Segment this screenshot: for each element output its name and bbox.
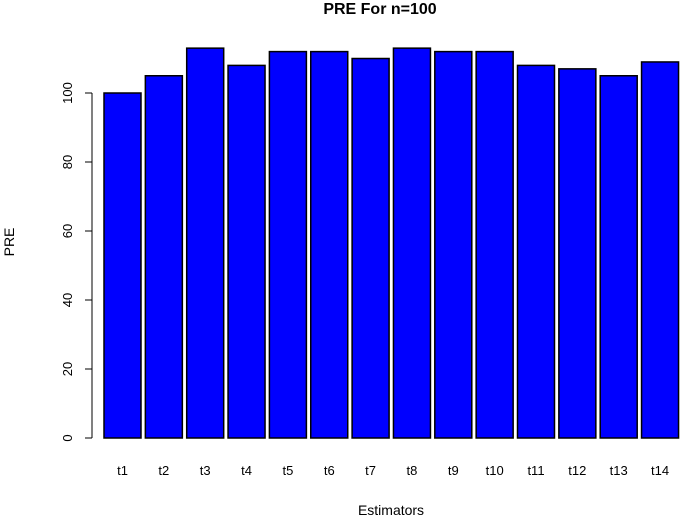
x-tick-label: t2: [158, 463, 169, 478]
x-tick-label: t11: [527, 463, 544, 478]
bar: [392, 47, 432, 439]
y-tick-label: 20: [60, 362, 75, 376]
y-tick-label: 0: [60, 434, 75, 441]
x-tick-label: t4: [241, 463, 252, 478]
bar: [351, 57, 390, 439]
x-tick-label: t8: [407, 463, 418, 478]
bar: [310, 50, 349, 439]
y-tick-label: 100: [60, 82, 75, 104]
x-axis-label: Estimators: [358, 502, 424, 518]
y-axis: 0 20 40 60 80 100: [60, 82, 93, 442]
bar: [185, 47, 225, 439]
x-tick-label: t10: [486, 463, 504, 478]
y-tick-label: 40: [60, 293, 75, 307]
chart-title: PRE For n=100: [323, 1, 436, 18]
bar: [434, 50, 473, 439]
bar: [640, 61, 680, 439]
bar: [227, 64, 266, 439]
x-tick-label: t5: [282, 463, 293, 478]
x-tick-label: t3: [200, 463, 211, 478]
bar: [268, 50, 308, 439]
bar: [599, 75, 638, 439]
bar: [475, 50, 514, 439]
y-axis-label: PRE: [1, 228, 17, 257]
bar: [558, 68, 597, 439]
y-tick-label: 60: [60, 224, 75, 238]
x-tick-label: t1: [117, 463, 128, 478]
x-tick-labels: t1 t2 t3 t4 t5 t6 t7 t8 t9 t10 t11 t12 t13 t14: [117, 463, 669, 478]
y-tick-label: 80: [60, 155, 75, 169]
x-tick-label: t9: [448, 463, 459, 478]
x-tick-label: t14: [651, 463, 669, 478]
x-tick-label: t6: [324, 463, 335, 478]
x-tick-label: t12: [568, 463, 586, 478]
x-tick-label: t7: [365, 463, 376, 478]
bars-group: [103, 47, 680, 439]
bar: [103, 92, 142, 439]
x-tick-label: t13: [610, 463, 628, 478]
bar: [144, 75, 184, 439]
bar: [516, 64, 556, 439]
